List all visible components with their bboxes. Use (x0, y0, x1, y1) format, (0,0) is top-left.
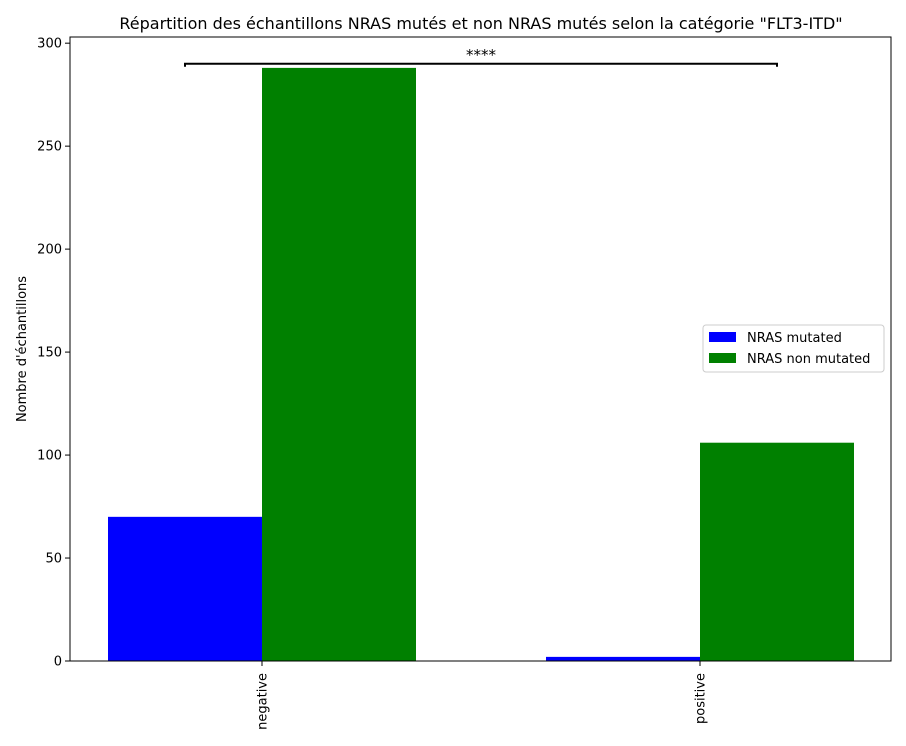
y-tick-label: 300 (37, 37, 62, 52)
significance-label: **** (466, 46, 497, 64)
plot-frame (69, 36, 892, 662)
legend-entry: NRAS mutated (747, 331, 842, 346)
legend: NRAS mutated NRAS non mutated (702, 324, 885, 373)
y-tick-label: 100 (37, 449, 62, 464)
x-tick-label: negative (256, 673, 271, 730)
significance-bracket (184, 62, 778, 67)
chart-title: Répartition des échantillons NRAS mutés … (119, 14, 842, 33)
y-tick-label: 150 (37, 346, 62, 361)
y-tick-label: 0 (54, 655, 62, 670)
legend-frame (702, 324, 885, 373)
x-tick-label: positive (694, 673, 709, 724)
bar-nras-mutated-positive (546, 656, 700, 661)
y-tick-label: 250 (37, 140, 62, 155)
y-tick-label: 200 (37, 243, 62, 258)
legend-swatch (709, 332, 736, 342)
bar-nras-non-mutated-positive (700, 442, 854, 661)
y-tick-label: 50 (45, 552, 62, 567)
legend-entry: NRAS non mutated (747, 352, 870, 367)
bar-nras-non-mutated-negative (262, 67, 416, 661)
y-axis-label: Nombre d'échantillons (15, 276, 30, 422)
plot-area: 0 50 100 150 200 250 300 negative positive **** (37, 37, 854, 730)
legend-swatch (709, 353, 736, 363)
bar-nras-mutated-negative (108, 516, 262, 661)
